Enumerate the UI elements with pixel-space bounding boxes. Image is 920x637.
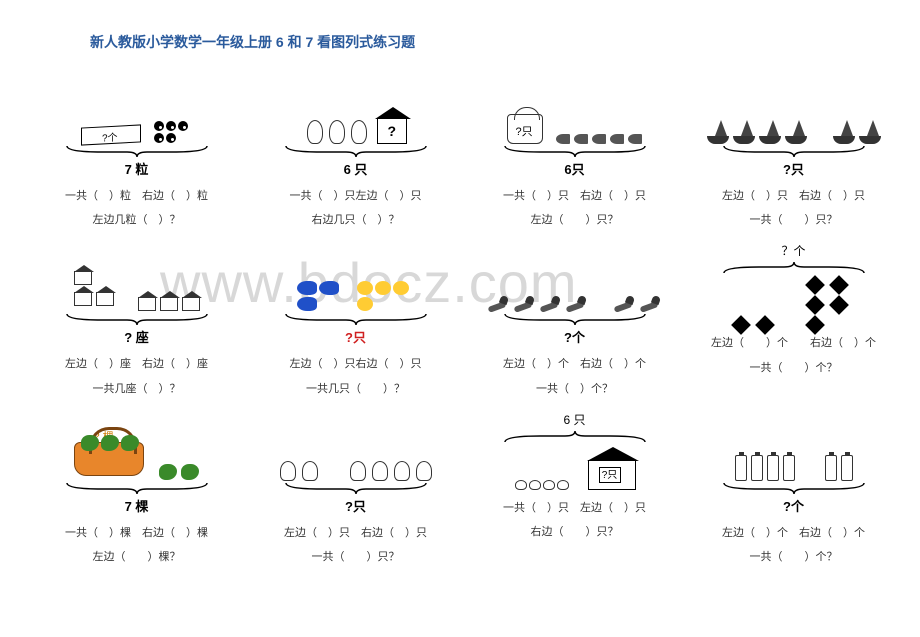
problem-9: ? 棵 7 棵 一共（ ）棵 右边（ ）棵 左边（ ）棵？ [30,407,243,573]
question-line: 一共（ ）粒 右边（ ）粒 [65,184,208,208]
problem-7: ?个 左边（ ）个 右边（ ）个 一共（ ）个？ [468,238,681,404]
total-label: ?只 [345,327,366,346]
problem-2: ? 6 只 一共（ ）只左边（ ）只 右边几只（ ）？ [249,70,462,236]
total-label: ?只 [345,496,366,515]
total-label: ?个 [564,327,585,346]
total-label: 6 只 [344,159,368,178]
problem-10: ?只 左边（ ）只 右边（ ）只 一共（ ）只？ [249,407,462,573]
total-label: ?只 [783,159,804,178]
problem-11: 6 只 ?只 一共（ ）只 左边（ ）只 右边（ ）只？ [468,407,681,573]
problem-12: ?个 左边（ ）个 右边（ ）个 一共（ ）个？ [687,407,900,573]
total-label: 6只 [564,159,584,178]
problem-4: ?只 左边（ ）只 右边（ ）只 一共（ ）只？ [687,70,900,236]
bucket-icon: ?只 [507,114,543,144]
problem-8: ？个 左边（ ）个 右边（ ）个 一共（ ）个？ [687,238,900,404]
problem-1: ?个 7 粒 一共（ ）粒 右边（ ）粒 左边几粒（ ）？ [30,70,243,236]
problem-3: ?只 6只 一共（ ）只 右边（ ）只 左边（ ）只？ [468,70,681,236]
worksheet-grid: ?个 7 粒 一共（ ）粒 右边（ ）粒 左边几粒（ ）？ ? 6 只 一共（ … [30,70,900,573]
problem-5: ? 座 左边（ ）座 右边（ ）座 一共几座（ ）？ [30,238,243,404]
question-line: 左边几粒（ ）？ [65,208,208,232]
problem-6: ?只 左边（ ）只右边（ ）只 一共几只（ ）？ [249,238,462,404]
total-label: ?个 [783,496,804,515]
total-label: ? 座 [124,327,149,346]
box-icon: ?个 [81,124,141,145]
total-label: 7 粒 [125,159,149,178]
top-label: 6 只 [563,411,585,428]
page-title: 新人教版小学数学一年级上册 6 和 7 看图列式练习题 [90,32,415,52]
total-label: 7 棵 [125,496,149,515]
house-icon: ? [377,118,407,144]
top-label: ？个 [781,242,805,259]
house-icon: ?只 [588,460,636,490]
